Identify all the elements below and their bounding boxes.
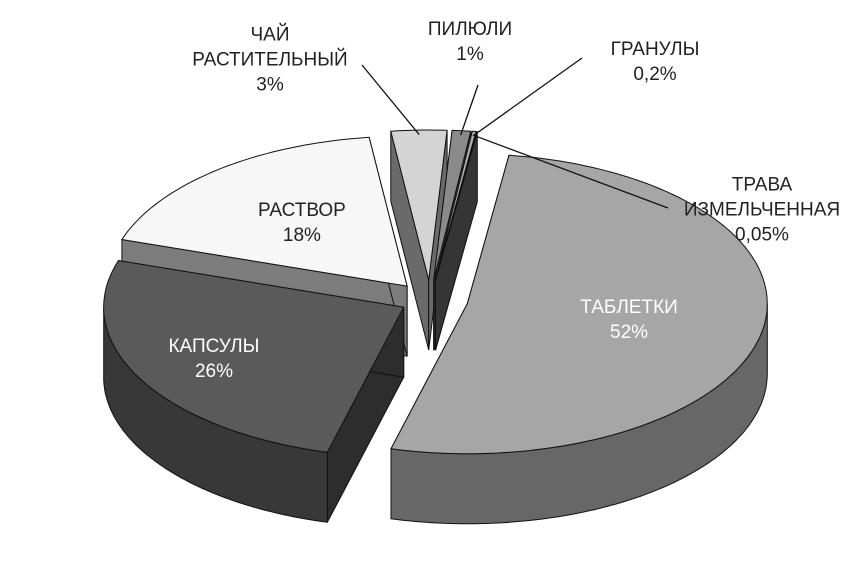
category-label: КАПСУЛЫ: [168, 335, 260, 357]
data-label: КАПСУЛЫ 26%: [168, 334, 259, 384]
value-label: 1%: [456, 44, 484, 65]
value-label: 0,05%: [735, 224, 789, 246]
category-label: ГРАНУЛЫ: [610, 39, 700, 60]
category-label: ТАБЛЕТКИ: [580, 297, 678, 318]
slice: [433, 129, 472, 281]
value-label: 18%: [282, 224, 321, 246]
category-label: ТРАВА ИЗМЕЛЬЧЕННАЯ: [683, 174, 841, 221]
slice: [435, 131, 478, 281]
value-label: 26%: [194, 360, 233, 382]
data-label: ГРАНУЛЫ 0,2%: [611, 37, 700, 87]
value-label: 3%: [256, 74, 284, 96]
leader-line: [361, 64, 420, 136]
data-label: РАСТВОР 18%: [258, 198, 346, 248]
category-label: ЧАЙ РАСТИТЕЛЬНЫЙ: [192, 24, 348, 71]
value-label: 0,2%: [633, 64, 677, 85]
leader-line: [459, 84, 479, 136]
leader-line: [475, 135, 669, 209]
data-label: ТАБЛЕТКИ 52%: [580, 295, 678, 345]
data-label: ЧАЙ РАСТИТЕЛЬНЫЙ 3%: [192, 23, 347, 98]
category-label: ПИЛЮЛИ: [427, 19, 513, 40]
slice: [121, 136, 408, 287]
slice: [390, 154, 768, 455]
leader-line: [472, 57, 583, 137]
data-label: ПИЛЮЛИ 1%: [428, 17, 512, 67]
slice: [390, 129, 448, 281]
category-label: РАСТВОР: [257, 199, 346, 221]
value-label: 52%: [610, 322, 649, 343]
data-label: ТРАВА ИЗМЕЛЬЧЕННАЯ 0,05%: [684, 173, 840, 248]
slice: [103, 260, 405, 453]
